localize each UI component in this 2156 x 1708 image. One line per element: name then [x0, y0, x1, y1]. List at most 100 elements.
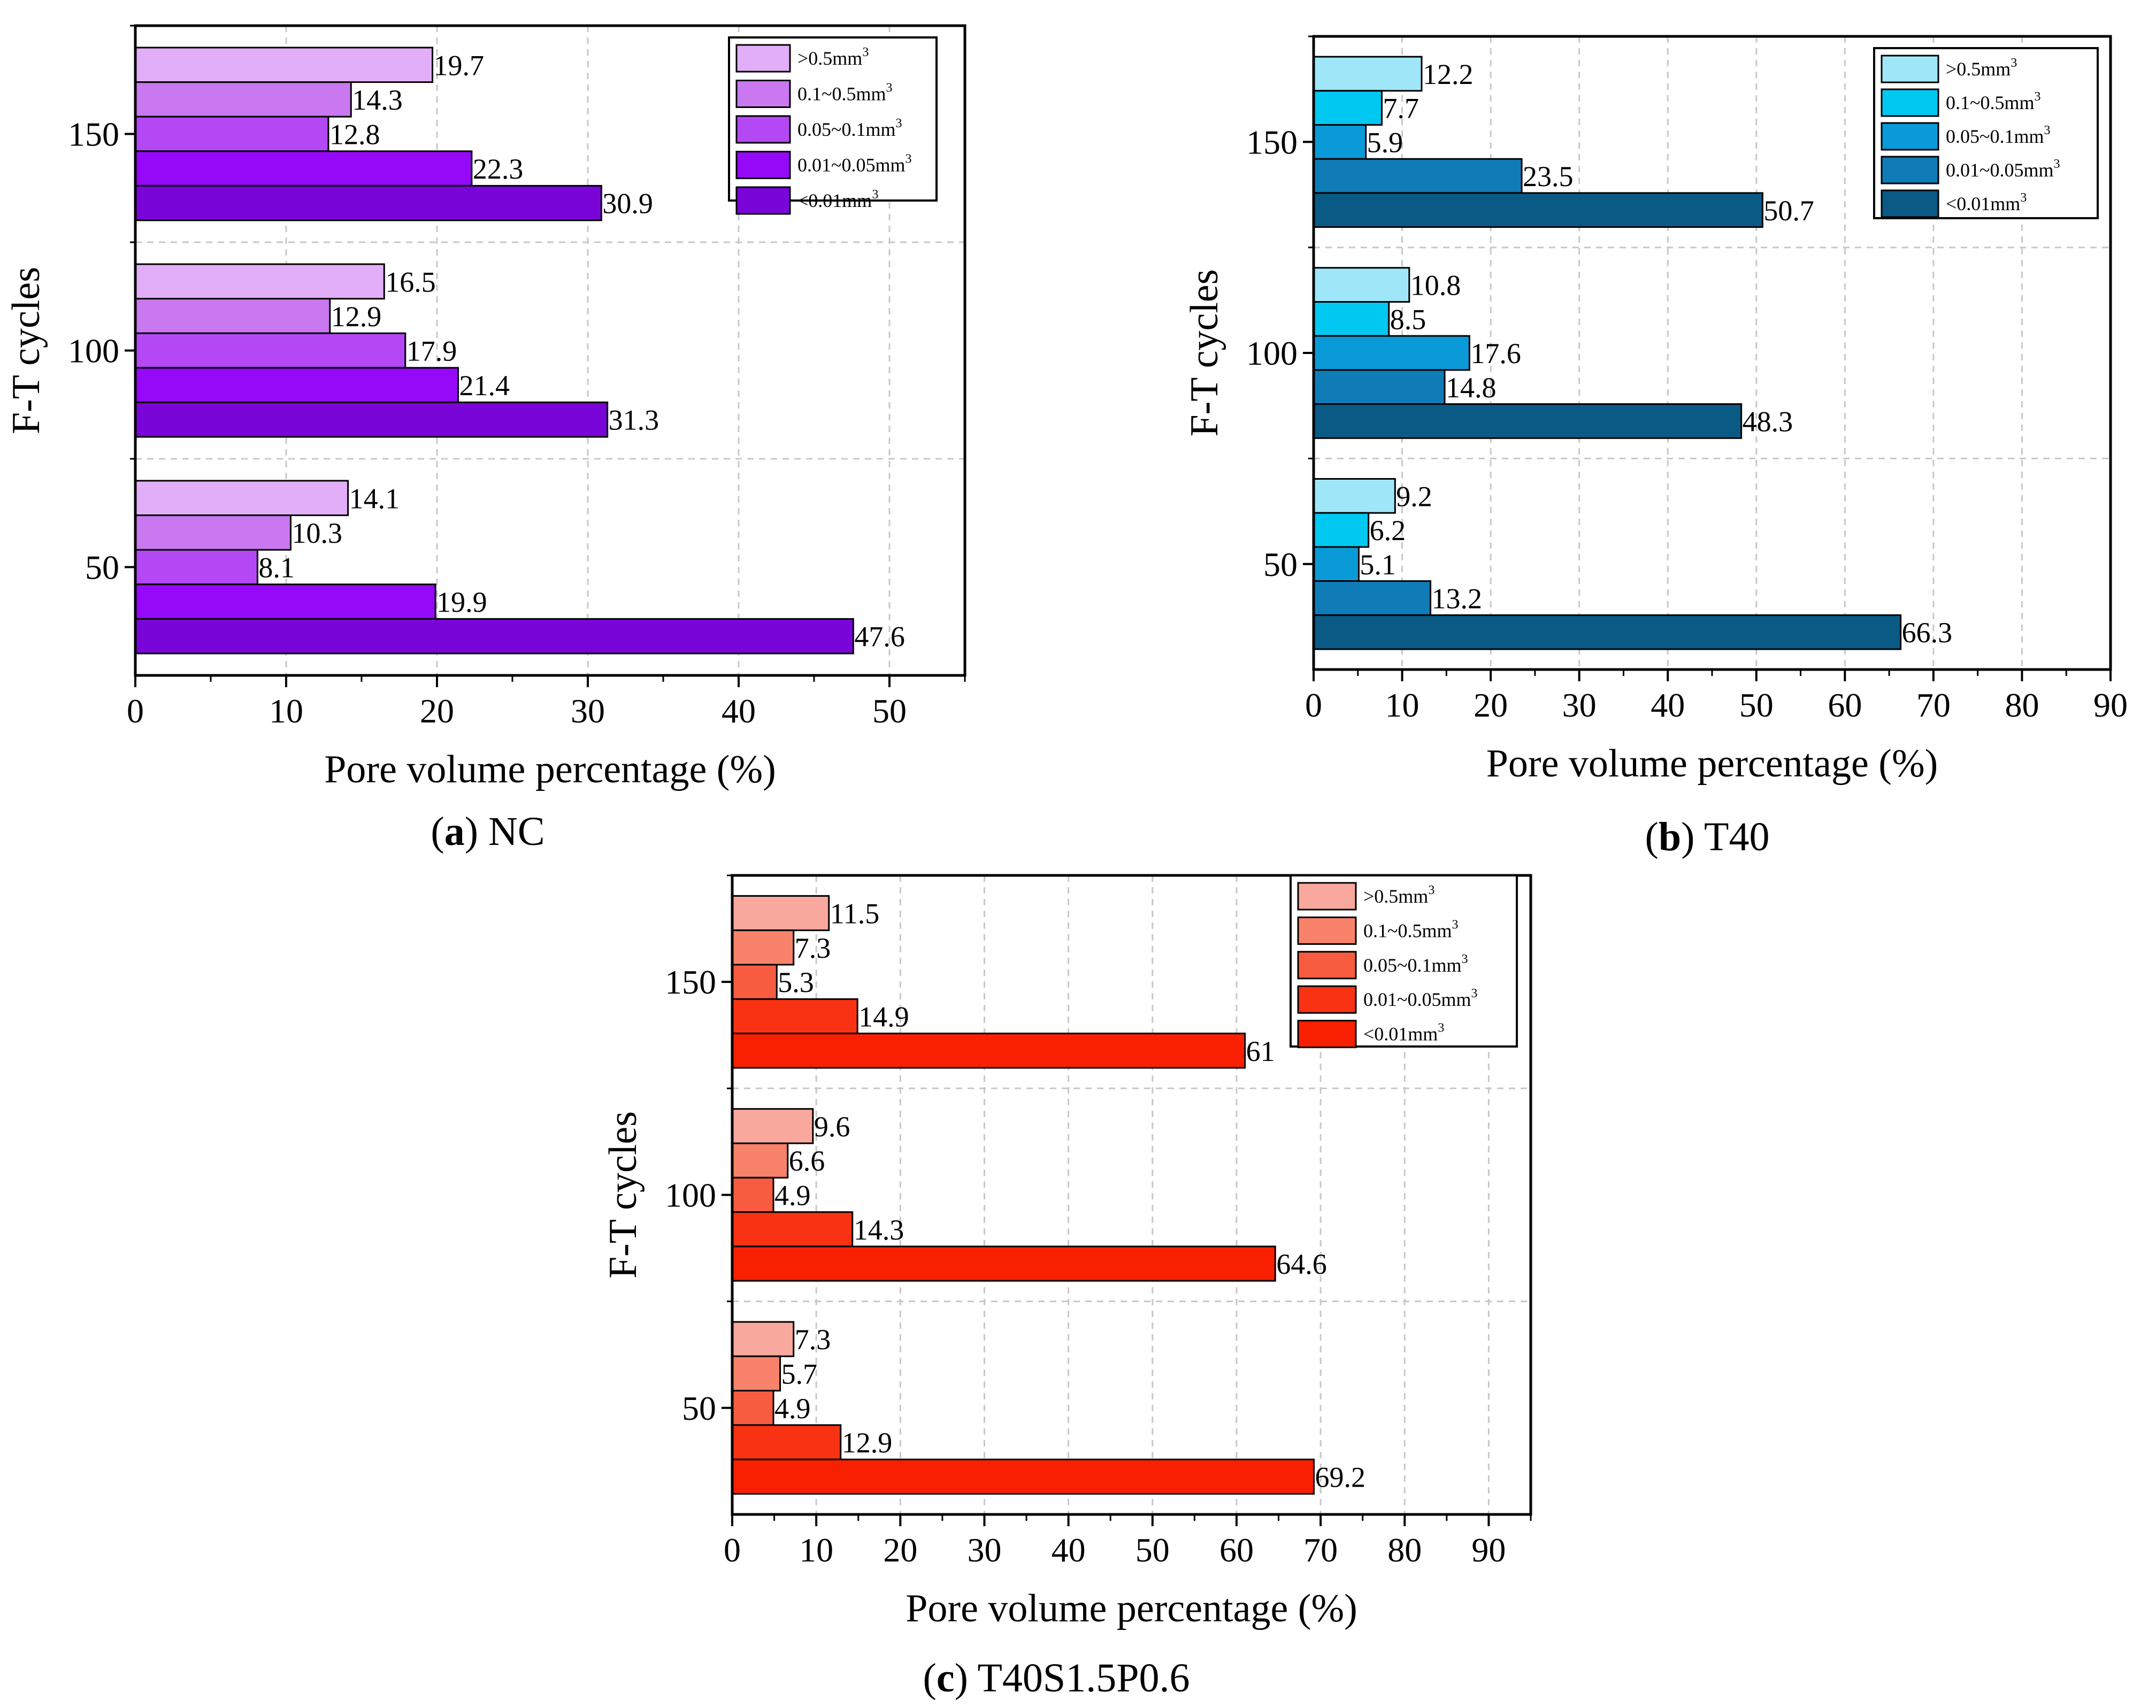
- data-label: 22.3: [473, 153, 524, 185]
- legend-swatch: [1881, 88, 1939, 117]
- x-tick-label: 10: [799, 1531, 833, 1569]
- bar: [1313, 124, 1367, 160]
- data-label: 9.2: [1396, 480, 1432, 512]
- legend-label: >0.5mm3: [797, 45, 869, 69]
- legend-swatch: [735, 115, 791, 144]
- data-label: 64.6: [1276, 1248, 1327, 1280]
- x-tick-label: 30: [571, 692, 605, 730]
- data-label: 19.7: [434, 49, 485, 81]
- x-tick-label: 70: [1303, 1531, 1338, 1569]
- data-label: 66.3: [1902, 617, 1953, 649]
- bar: [1313, 267, 1410, 303]
- legend-swatch: [1297, 985, 1357, 1014]
- x-tick-label: 90: [2093, 686, 2128, 724]
- x-tick-label: 90: [1471, 1531, 1506, 1569]
- bar: [134, 367, 459, 403]
- data-label: 6.6: [789, 1145, 825, 1177]
- x-axis-title: Pore volume percentage (%): [906, 1587, 1357, 1630]
- x-tick-label: 50: [872, 692, 907, 730]
- caption: (a) NC: [431, 809, 544, 854]
- x-axis-title: Pore volume percentage (%): [1486, 742, 1938, 786]
- bar: [1313, 512, 1370, 548]
- data-label: 5.7: [781, 1358, 818, 1390]
- data-label: 12.2: [1423, 58, 1474, 90]
- x-tick-label: 0: [127, 692, 144, 730]
- caption: (b) T40: [1645, 814, 1770, 859]
- legend-label: 0.01~0.05mm3: [1946, 157, 2060, 181]
- bar: [1313, 335, 1470, 371]
- bar: [134, 81, 352, 118]
- x-tick-label: 20: [883, 1531, 917, 1569]
- data-label: 5.1: [1360, 549, 1396, 581]
- bar: [731, 1176, 774, 1213]
- bar: [134, 583, 436, 620]
- legend-swatch: [1881, 55, 1939, 83]
- x-tick-label: 30: [967, 1531, 1001, 1569]
- x-tick-label: 20: [1474, 686, 1508, 724]
- x-tick-label: 30: [1562, 686, 1597, 724]
- bar: [134, 298, 331, 334]
- bar: [731, 1245, 1276, 1282]
- data-label: 61: [1246, 1035, 1275, 1067]
- bar: [731, 1211, 854, 1248]
- data-label: 7.3: [795, 932, 831, 964]
- x-axis-title: Pore volume percentage (%): [324, 748, 776, 791]
- bar: [731, 1142, 789, 1179]
- legend-swatch: [735, 151, 791, 179]
- y-tick-label: 150: [665, 963, 716, 1001]
- y-axis-title: F-T cycles: [1183, 269, 1226, 436]
- legend-label: 0.1~0.5mm3: [797, 81, 892, 105]
- bar: [1313, 580, 1432, 616]
- y-axis-title: F-T cycles: [601, 1111, 645, 1279]
- bar: [134, 549, 258, 586]
- legend-swatch: [1881, 189, 1939, 218]
- x-tick-label: 70: [1916, 686, 1951, 724]
- x-tick-label: 50: [1739, 686, 1774, 724]
- legend-swatch: [1297, 951, 1357, 980]
- legend-label: 0.1~0.5mm3: [1363, 918, 1458, 941]
- bar: [731, 929, 795, 966]
- bar: [1313, 403, 1743, 439]
- bar: [134, 47, 434, 83]
- data-label: 14.3: [352, 84, 403, 116]
- data-label: 21.4: [459, 370, 510, 402]
- data-label: 11.5: [830, 898, 880, 930]
- data-label: 14.8: [1446, 372, 1497, 404]
- bar: [731, 964, 778, 1000]
- data-label: 31.3: [609, 404, 659, 436]
- legend-swatch: [735, 186, 791, 215]
- bar: [1313, 369, 1446, 405]
- bar: [134, 263, 385, 300]
- data-label: 30.9: [602, 188, 653, 220]
- legend-label: 0.01~0.05mm3: [797, 152, 911, 176]
- y-tick-label: 150: [68, 116, 119, 153]
- data-label: 7.3: [795, 1324, 831, 1356]
- bar: [1313, 192, 1763, 228]
- bar: [731, 1321, 795, 1357]
- data-label: 14.1: [349, 482, 400, 514]
- data-label: 9.6: [814, 1111, 850, 1143]
- x-tick-label: 80: [2005, 686, 2039, 724]
- data-label: 6.2: [1370, 514, 1406, 547]
- bar: [1313, 56, 1423, 92]
- legend-swatch: [1297, 882, 1357, 911]
- bar: [731, 1108, 814, 1144]
- x-tick-label: 10: [269, 692, 303, 730]
- plot-frame: [1312, 35, 2112, 671]
- bar: [1313, 90, 1383, 126]
- legend: >0.5mm3 0.1~0.5mm3 0.05~0.1mm3 0.01~0.05mm3…: [1290, 874, 1518, 1049]
- x-tick-label: 0: [1305, 686, 1322, 724]
- data-label: 14.9: [858, 1001, 909, 1033]
- data-label: 16.5: [385, 266, 436, 298]
- data-label: 12.9: [331, 301, 382, 333]
- data-label: 19.9: [436, 586, 487, 618]
- legend-label: >0.5mm3: [1946, 56, 2017, 80]
- legend: >0.5mm3 0.1~0.5mm3 0.05~0.1mm3 0.01~0.05mm3…: [728, 36, 938, 215]
- x-tick-label: 80: [1387, 1531, 1422, 1569]
- legend-swatch: [1297, 916, 1357, 945]
- chart-t40s: 11.57.35.314.9611509.66.64.914.364.61007…: [601, 874, 1532, 1701]
- x-tick-label: 20: [420, 692, 454, 730]
- y-tick-label: 100: [665, 1176, 716, 1214]
- data-label: 4.9: [774, 1179, 811, 1211]
- y-tick-label: 50: [85, 549, 119, 587]
